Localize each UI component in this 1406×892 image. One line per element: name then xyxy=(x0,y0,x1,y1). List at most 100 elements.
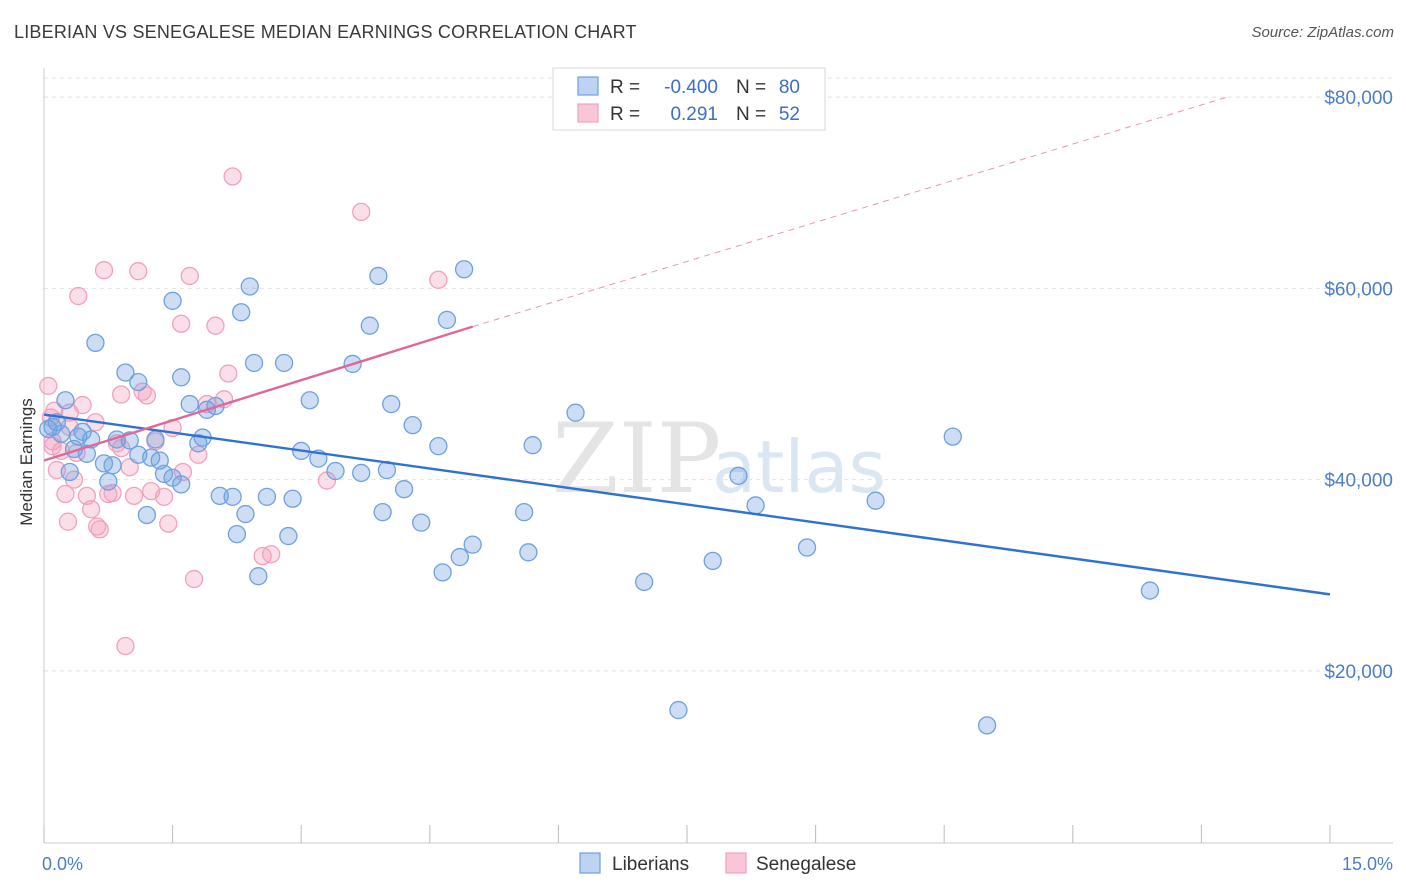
liberians-point xyxy=(369,266,388,286)
liberians-point xyxy=(154,464,174,484)
liberians-point xyxy=(360,316,379,335)
y-tick-label: $80,000 xyxy=(1324,88,1393,109)
correlation-legend: R = -0.400 N = 80 R = 0.291 N = 52 xyxy=(552,67,826,131)
senegalese-trend-extension xyxy=(472,96,1228,328)
liberians-point xyxy=(669,700,688,720)
liberians-point xyxy=(249,567,268,586)
senegalese-point xyxy=(69,286,88,306)
liberians-point xyxy=(210,486,229,506)
liberians-point xyxy=(463,535,482,554)
chart-title: LIBERIAN VS SENEGALESE MEDIAN EARNINGS C… xyxy=(14,22,637,42)
liberians-point xyxy=(523,436,542,455)
legend-r-value-2: 0.291 xyxy=(670,104,718,125)
legend-r-label-1: R = xyxy=(610,77,640,98)
liberians-point xyxy=(172,475,191,494)
liberians-point xyxy=(116,363,135,382)
bottom-legend-swatch-senegalese xyxy=(725,852,747,874)
liberians-point xyxy=(274,353,294,373)
senegalese-point xyxy=(129,262,148,281)
liberians-point xyxy=(244,353,264,373)
senegalese-point xyxy=(223,167,242,186)
liberians-point xyxy=(514,502,534,522)
bottom-legend-swatch-liberians xyxy=(579,852,601,874)
legend-swatch-senegalese xyxy=(577,103,599,123)
senegalese-point xyxy=(184,569,204,589)
senegalese-point xyxy=(90,520,109,539)
liberians-point xyxy=(437,310,457,330)
senegalese-point xyxy=(172,314,191,333)
liberians-point xyxy=(703,551,722,571)
senegalese-point xyxy=(159,514,178,533)
liberians-point xyxy=(180,394,199,414)
legend-n-value-2: 52 xyxy=(779,104,800,125)
senegalese-point xyxy=(180,266,199,286)
senegalese-point xyxy=(43,437,62,456)
liberians-point xyxy=(394,480,414,499)
liberians-point xyxy=(450,547,469,567)
senegalese-point xyxy=(154,487,174,506)
senegalese-point xyxy=(58,512,78,531)
liberians-point xyxy=(146,430,165,449)
liberians-point xyxy=(137,505,157,525)
senegalese-point xyxy=(116,636,135,656)
liberians-point xyxy=(412,513,431,532)
legend-r-label-2: R = xyxy=(610,104,640,125)
grid-lines xyxy=(44,77,1393,672)
y-tick-label: $20,000 xyxy=(1324,662,1393,683)
liberians-point xyxy=(454,260,474,279)
liberians-point xyxy=(866,491,885,510)
liberians-point xyxy=(99,472,118,491)
chart-source: Source: ZipAtlas.com xyxy=(1251,24,1394,41)
legend-swatch-liberians xyxy=(577,76,599,96)
liberians-point xyxy=(352,463,371,483)
senegalese-point xyxy=(137,386,157,405)
senegalese-point xyxy=(219,364,238,383)
liberians-point xyxy=(129,372,148,392)
senegalese-point xyxy=(124,486,144,506)
senegalese-point xyxy=(94,261,114,280)
liberians-point xyxy=(797,538,817,557)
liberians-point xyxy=(240,277,259,296)
liberians-point xyxy=(729,466,748,485)
senegalese-point xyxy=(262,545,281,564)
y-tick-label: $40,000 xyxy=(1324,471,1393,492)
liberians-trend-line xyxy=(43,413,1331,596)
series-legend: Liberians Senegalese xyxy=(579,852,856,875)
watermark: ZIP atlas xyxy=(552,403,886,515)
liberians-point xyxy=(634,572,654,592)
liberians-point xyxy=(163,291,182,310)
senegalese-point xyxy=(352,202,371,222)
x-tick-label-max: 15.0% xyxy=(1342,854,1393,874)
senegalese-point xyxy=(429,270,448,289)
senegalese-point xyxy=(103,483,122,503)
watermark-atlas: atlas xyxy=(712,425,886,509)
liberians-point xyxy=(103,456,122,475)
liberians-point xyxy=(232,303,251,322)
senegalese-trend-line xyxy=(43,325,474,462)
liberians-point xyxy=(429,437,448,456)
trend-lines xyxy=(43,96,1331,596)
senegalese-point xyxy=(206,316,225,335)
liberians-point xyxy=(39,419,58,439)
axes xyxy=(43,68,1393,844)
legend-n-label-2: N = xyxy=(736,104,766,125)
liberians-point xyxy=(227,524,247,544)
senegalese-point xyxy=(56,484,75,504)
liberians-point xyxy=(433,563,452,582)
liberians-point xyxy=(236,504,255,524)
senegalese-point xyxy=(82,500,101,519)
liberians-point xyxy=(326,461,345,481)
liberians-point xyxy=(519,543,538,562)
y-tick-label: $60,000 xyxy=(1324,279,1393,300)
liberians-point xyxy=(373,502,392,522)
liberians-point xyxy=(746,496,765,515)
legend-n-label-1: N = xyxy=(736,77,766,98)
liberians-point xyxy=(977,716,997,735)
liberians-point xyxy=(257,487,277,506)
series-senegalese xyxy=(39,167,448,656)
liberians-point xyxy=(86,333,105,353)
senegalese-point xyxy=(39,376,58,396)
liberians-point xyxy=(283,489,302,508)
x-tick-label-min: 0.0% xyxy=(42,854,83,874)
